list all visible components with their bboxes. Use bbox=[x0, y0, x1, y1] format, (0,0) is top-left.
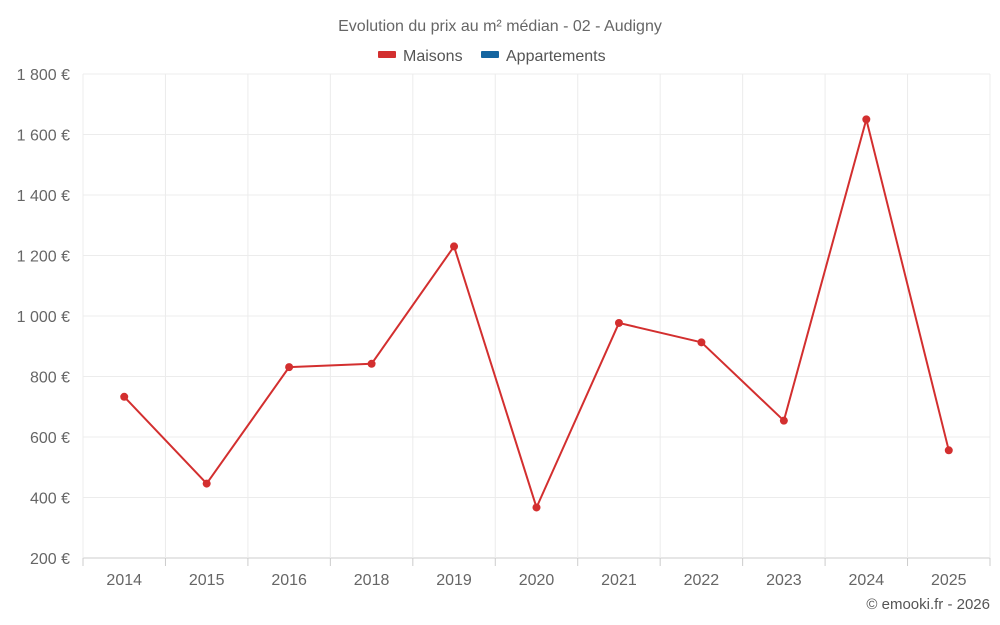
x-tick-label: 2014 bbox=[106, 572, 142, 589]
data-point-maisons[interactable] bbox=[944, 446, 953, 455]
data-point-maisons[interactable] bbox=[614, 318, 623, 327]
data-point-maisons[interactable] bbox=[862, 115, 871, 124]
y-tick-label: 1 800 € bbox=[17, 67, 70, 84]
data-point-maisons[interactable] bbox=[202, 479, 211, 488]
legend: Maisons Appartements bbox=[378, 48, 606, 65]
data-point-maisons[interactable] bbox=[120, 392, 129, 401]
legend-swatch-appartements bbox=[481, 51, 499, 58]
grid bbox=[82, 73, 991, 559]
legend-item-appartements[interactable]: Appartements bbox=[481, 48, 606, 65]
y-tick-label: 600 € bbox=[30, 430, 70, 447]
chart-title: Evolution du prix au m² médian - 02 - Au… bbox=[338, 18, 662, 35]
x-tick-label: 2025 bbox=[931, 572, 967, 589]
x-tick-label: 2018 bbox=[354, 572, 390, 589]
y-tick-label: 400 € bbox=[30, 491, 70, 508]
x-axis: 2014 2015 2016 2018 2019 2020 2021 2022 2023 2024… bbox=[82, 558, 991, 589]
data-point-maisons[interactable] bbox=[285, 363, 294, 372]
legend-label-maisons: Maisons bbox=[403, 48, 463, 65]
data-point-maisons[interactable] bbox=[532, 503, 541, 512]
data-point-maisons[interactable] bbox=[779, 416, 788, 425]
x-tick-label: 2015 bbox=[189, 572, 225, 589]
legend-item-maisons[interactable]: Maisons bbox=[378, 48, 463, 65]
y-tick-label: 1 600 € bbox=[17, 128, 70, 145]
y-tick-label: 1 200 € bbox=[17, 249, 70, 266]
x-tick-label: 2016 bbox=[271, 572, 307, 589]
y-tick-label: 800 € bbox=[30, 370, 70, 387]
legend-label-appartements: Appartements bbox=[506, 48, 606, 65]
x-tick-label: 2021 bbox=[601, 572, 637, 589]
y-axis: 200 € 400 € 600 € 800 € 1 000 € 1 200 € 1 400 … bbox=[17, 67, 70, 568]
data-point-maisons[interactable] bbox=[697, 338, 706, 347]
x-tick-label: 2024 bbox=[849, 572, 885, 589]
x-tick-label: 2023 bbox=[766, 572, 802, 589]
y-tick-label: 1 000 € bbox=[17, 309, 70, 326]
y-tick-label: 200 € bbox=[30, 551, 70, 568]
data-point-maisons[interactable] bbox=[367, 359, 376, 368]
x-tick-label: 2020 bbox=[519, 572, 555, 589]
legend-swatch-maisons bbox=[378, 51, 396, 58]
y-tick-label: 1 400 € bbox=[17, 188, 70, 205]
credit-text: © emooki.fr - 2026 bbox=[866, 596, 990, 613]
x-tick-label: 2022 bbox=[684, 572, 720, 589]
series-layer bbox=[120, 115, 953, 512]
data-point-maisons[interactable] bbox=[450, 242, 459, 251]
x-tick-label: 2019 bbox=[436, 572, 472, 589]
